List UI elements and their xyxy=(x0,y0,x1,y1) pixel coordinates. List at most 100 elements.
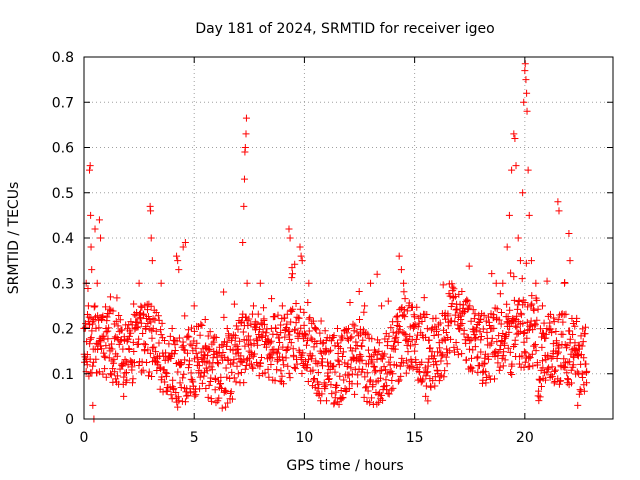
data-point xyxy=(571,322,579,330)
data-point xyxy=(197,320,205,328)
data-point xyxy=(550,314,558,322)
data-point xyxy=(391,345,399,353)
data-point xyxy=(107,371,115,379)
data-point xyxy=(256,325,263,333)
data-point xyxy=(383,370,391,378)
data-point xyxy=(184,326,192,334)
data-point xyxy=(457,312,465,320)
data-point xyxy=(453,305,461,313)
data-point xyxy=(273,349,281,357)
y-tick-label: 0.4 xyxy=(52,231,74,247)
data-point xyxy=(561,278,569,286)
data-point xyxy=(512,322,520,330)
data-point xyxy=(138,368,146,376)
data-point xyxy=(356,315,364,323)
data-point xyxy=(155,316,163,324)
data-point xyxy=(92,324,100,332)
data-point xyxy=(456,325,464,333)
data-point xyxy=(87,211,95,219)
data-point xyxy=(503,243,511,251)
data-point xyxy=(411,313,419,321)
data-point xyxy=(243,317,251,325)
data-point xyxy=(552,328,560,336)
data-point xyxy=(149,344,157,352)
data-point xyxy=(284,343,292,351)
data-point xyxy=(312,359,320,367)
data-point xyxy=(271,312,279,320)
data-point xyxy=(210,338,218,346)
data-point xyxy=(373,270,381,278)
data-point xyxy=(190,355,198,363)
y-axis: 0 0.1 0.2 0.3 0.4 0.5 0.6 0.7 0.8 xyxy=(52,50,613,428)
data-point xyxy=(395,252,403,260)
data-point xyxy=(532,347,540,355)
data-point xyxy=(385,332,393,340)
data-point xyxy=(212,376,220,384)
data-point xyxy=(147,207,155,215)
data-point xyxy=(256,279,264,287)
data-point xyxy=(381,350,389,358)
data-point xyxy=(547,354,555,362)
data-point xyxy=(339,353,347,361)
data-point xyxy=(468,364,476,372)
data-point xyxy=(144,306,152,314)
data-point xyxy=(363,383,371,391)
data-point xyxy=(157,279,165,287)
data-point xyxy=(325,348,333,356)
data-point xyxy=(324,358,332,366)
data-point xyxy=(205,346,213,354)
data-point xyxy=(570,353,578,361)
data-point xyxy=(309,317,317,325)
data-point xyxy=(209,334,217,342)
data-point xyxy=(262,329,270,337)
data-point xyxy=(490,375,498,383)
data-point xyxy=(493,305,501,313)
data-point xyxy=(527,301,535,309)
data-point xyxy=(360,393,368,401)
data-point xyxy=(289,305,297,313)
data-point xyxy=(236,337,244,345)
data-point xyxy=(206,345,214,353)
data-point xyxy=(541,376,549,384)
data-point xyxy=(499,329,507,337)
data-point xyxy=(426,344,434,352)
data-point xyxy=(330,399,338,407)
data-point xyxy=(242,114,250,122)
data-point xyxy=(447,335,455,343)
data-point xyxy=(403,307,411,315)
data-point xyxy=(315,380,323,388)
data-point xyxy=(132,312,140,320)
data-point xyxy=(556,377,564,385)
data-point xyxy=(437,349,445,357)
data-point xyxy=(140,340,148,348)
x-axis: 0 5 10 15 20 xyxy=(80,57,534,446)
data-point xyxy=(310,375,318,383)
data-point xyxy=(366,399,374,407)
data-point xyxy=(578,342,586,350)
data-point xyxy=(253,320,261,328)
data-point xyxy=(224,399,232,407)
data-point xyxy=(432,358,440,366)
data-point xyxy=(406,342,414,350)
data-points xyxy=(80,60,591,423)
data-point xyxy=(234,370,242,378)
data-point xyxy=(514,234,522,242)
data-point xyxy=(523,334,531,342)
data-point xyxy=(359,365,367,373)
data-point xyxy=(86,340,94,348)
data-point xyxy=(458,320,466,328)
data-point xyxy=(230,374,238,382)
data-point xyxy=(300,321,308,329)
data-point xyxy=(486,375,494,383)
data-point xyxy=(174,368,182,376)
data-point xyxy=(223,342,231,350)
data-point xyxy=(339,348,347,356)
data-point xyxy=(222,364,230,372)
data-point xyxy=(110,355,118,363)
data-point xyxy=(198,322,206,330)
data-point xyxy=(111,335,119,343)
data-point xyxy=(335,361,343,369)
data-point xyxy=(397,372,405,380)
data-point xyxy=(476,315,484,323)
data-point xyxy=(527,257,535,265)
